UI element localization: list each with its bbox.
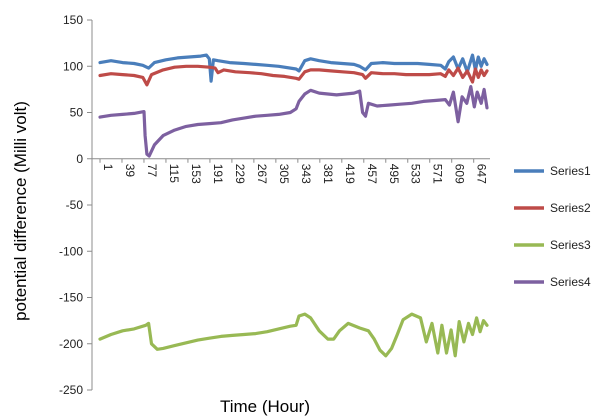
x-tick-label: 39: [123, 164, 137, 178]
x-tick-label: 609: [453, 164, 467, 184]
series-line-series2: [98, 64, 489, 87]
x-tick-label: 647: [475, 164, 489, 184]
x-tick-label: 419: [343, 164, 357, 184]
y-axis-title: potential difference (Milli volt): [11, 101, 30, 321]
x-tick-label: 533: [409, 164, 423, 184]
x-tick-label: 457: [365, 164, 379, 184]
y-tick-label: 50: [70, 106, 84, 120]
legend: Series1 Series2 Series3 Series4: [514, 164, 591, 289]
x-tick-label: 495: [387, 164, 401, 184]
x-tick-label: 267: [255, 164, 269, 184]
y-tick-label: -50: [66, 198, 84, 212]
y-tick-label: -150: [59, 291, 83, 305]
x-tick-label: 343: [299, 164, 313, 184]
x-tick-label: 305: [277, 164, 291, 184]
x-tick-label: 571: [431, 164, 445, 184]
series-line-series3: [98, 312, 489, 358]
x-tick-label: 381: [321, 164, 335, 184]
x-tick-label: 191: [211, 164, 225, 184]
x-tick-label: 115: [167, 164, 181, 183]
y-tick-label: 0: [76, 152, 83, 166]
y-tick-label: 150: [63, 13, 83, 27]
x-tick-label: 229: [233, 164, 247, 184]
legend-label-series4: Series4: [550, 275, 591, 289]
y-tick-label: -250: [59, 383, 83, 397]
y-tick-label: -200: [59, 337, 83, 351]
legend-label-series1: Series1: [550, 164, 591, 178]
x-tick-label: 153: [189, 164, 203, 184]
x-tick-label: 1: [101, 164, 115, 171]
legend-label-series3: Series3: [550, 238, 591, 252]
y-tick-label: 100: [63, 59, 83, 73]
y-tick-label: -100: [59, 244, 83, 258]
legend-label-series2: Series2: [550, 201, 591, 215]
series-line-series4: [98, 85, 489, 158]
x-axis-title: Time (Hour): [220, 397, 310, 416]
x-tick-label: 77: [145, 164, 159, 178]
plot-area: 150 100 50 0 -50 -100 -150 -200 -250 1 39 77 115 153 1…: [59, 13, 490, 397]
